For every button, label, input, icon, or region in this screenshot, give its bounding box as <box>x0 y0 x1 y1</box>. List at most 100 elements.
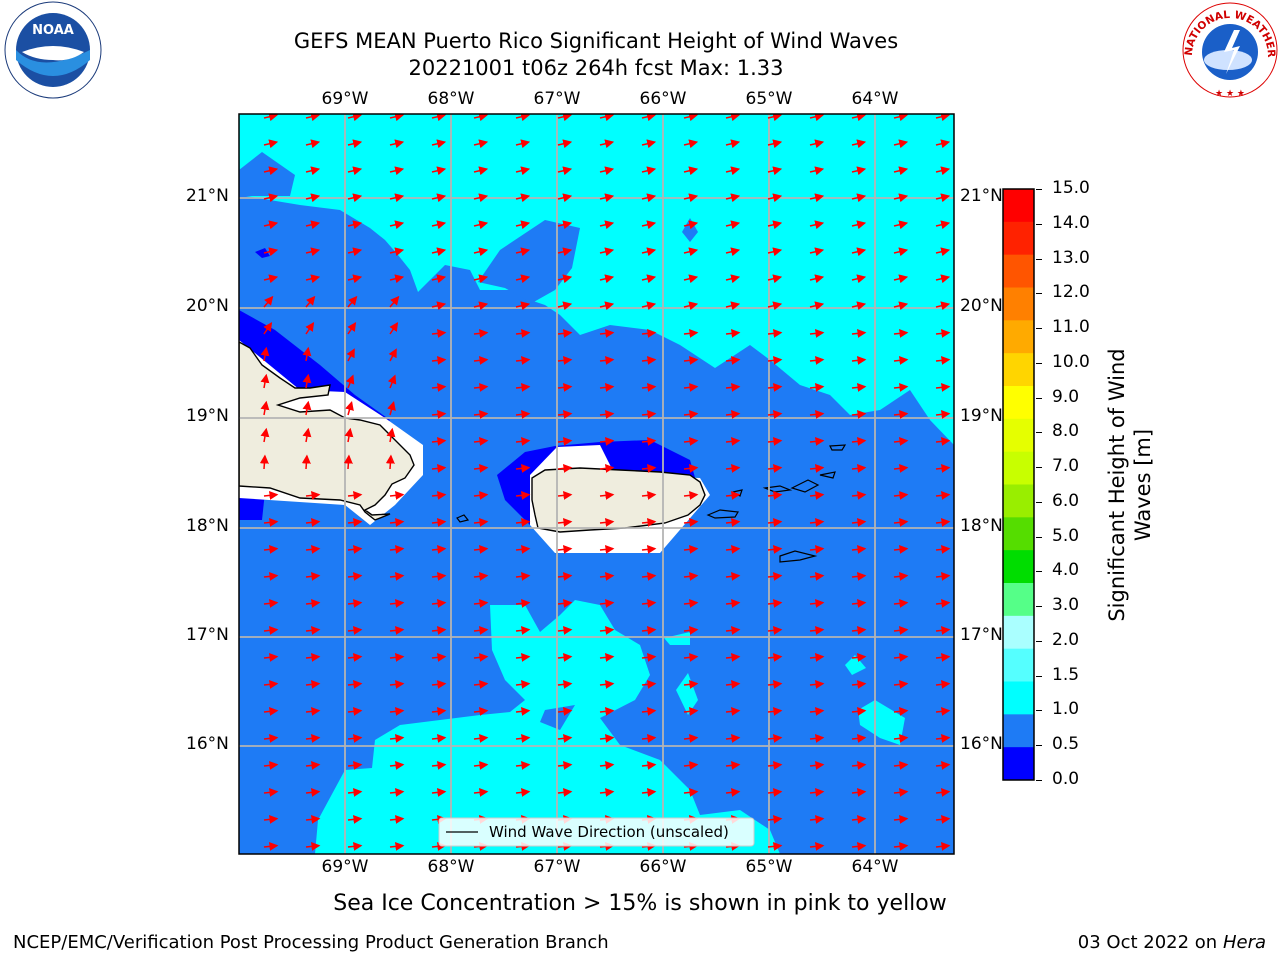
wind-wave-arrow <box>683 355 699 365</box>
colorbar-segment <box>1003 550 1034 584</box>
wind-wave-arrow <box>473 382 489 392</box>
wind-wave-arrow <box>851 841 867 851</box>
wind-wave-arrow <box>473 166 489 176</box>
wind-wave-arrow <box>473 598 489 608</box>
wind-wave-arrow <box>599 247 615 257</box>
wind-wave-arrow <box>767 733 783 743</box>
wind-wave-arrow <box>599 166 615 176</box>
wind-wave-arrow <box>893 301 909 311</box>
wind-wave-arrow <box>347 571 363 581</box>
wind-wave-arrow <box>641 760 657 770</box>
contour-spot-2 <box>664 632 690 645</box>
wind-wave-arrow <box>809 706 825 716</box>
wind-wave-arrow <box>851 625 867 635</box>
wind-wave-arrow <box>389 760 405 770</box>
colorbar-segment <box>1003 681 1034 715</box>
wind-wave-arrow <box>557 706 573 716</box>
lat-label-right-5: 17°N <box>960 625 1003 645</box>
lon-label-bottom-4: 66°W <box>639 857 687 877</box>
wind-wave-arrow <box>431 382 447 392</box>
wind-wave-arrow <box>599 490 615 500</box>
wind-wave-arrow <box>683 114 699 122</box>
wind-wave-arrow <box>893 114 909 122</box>
wind-wave-arrow <box>305 760 321 770</box>
wind-wave-arrow <box>893 706 909 716</box>
colorbar-tick-label: 1.5 <box>1052 664 1080 685</box>
wind-wave-arrow <box>431 193 447 203</box>
wind-wave-arrow <box>767 463 783 473</box>
wind-wave-arrow <box>557 436 573 446</box>
wind-wave-arrow <box>935 382 951 392</box>
lat-label-right-4: 18°N <box>960 516 1003 536</box>
wind-wave-arrow <box>809 247 825 257</box>
wind-wave-arrow <box>725 436 741 446</box>
wind-wave-arrow <box>347 625 363 635</box>
wind-wave-arrow <box>473 652 489 662</box>
wind-wave-arrow <box>599 220 615 230</box>
wind-wave-arrow <box>347 733 363 743</box>
wind-wave-arrow <box>347 652 363 662</box>
wind-wave-arrow <box>347 787 363 797</box>
wind-wave-arrow <box>767 544 783 554</box>
wind-wave-arrow <box>305 139 321 149</box>
wind-wave-arrow <box>473 517 489 527</box>
wind-wave-arrow <box>935 139 951 149</box>
wind-wave-arrow <box>515 625 531 635</box>
wind-wave-arrow <box>893 247 909 257</box>
wind-wave-arrow <box>557 625 573 635</box>
wind-wave-arrow <box>683 733 699 743</box>
wind-wave-arrow <box>809 625 825 635</box>
lat-label-left-1: 21°N <box>186 186 229 206</box>
colorbar-tick-label: 12.0 <box>1052 282 1090 303</box>
wind-wave-arrow <box>935 841 951 851</box>
wind-wave-arrow <box>473 733 489 743</box>
wind-wave-arrow <box>599 706 615 716</box>
colorbar-tick-mark <box>1036 293 1042 295</box>
wind-wave-arrow <box>263 544 279 554</box>
wind-wave-arrow <box>473 544 489 554</box>
wind-wave-arrow <box>893 787 909 797</box>
nws-logo: NATIONAL WEATHER SERVICE ★ ★ ★ <box>1178 0 1278 99</box>
wind-wave-arrow <box>725 193 741 203</box>
wind-wave-arrow <box>893 463 909 473</box>
wind-wave-arrow <box>641 328 657 338</box>
wind-wave-arrow <box>599 544 615 554</box>
wind-wave-arrow <box>557 787 573 797</box>
wind-wave-arrow <box>683 625 699 635</box>
wind-wave-arrow <box>935 787 951 797</box>
wind-wave-arrow <box>515 274 531 284</box>
wind-wave-arrow <box>599 436 615 446</box>
colorbar-tick-mark <box>1036 745 1042 747</box>
wind-wave-arrow <box>431 652 447 662</box>
wind-wave-arrow <box>263 841 279 851</box>
wind-wave-arrow <box>893 436 909 446</box>
wind-wave-arrow <box>431 301 447 311</box>
wind-wave-arrow <box>641 409 657 419</box>
wind-wave-arrow <box>851 247 867 257</box>
wind-wave-arrow <box>641 787 657 797</box>
wind-wave-arrow <box>431 139 447 149</box>
wind-wave-arrow <box>260 400 270 416</box>
wind-wave-arrow <box>767 814 783 824</box>
wind-wave-arrow <box>389 733 405 743</box>
wind-wave-arrow <box>641 463 657 473</box>
wind-wave-arrow <box>557 247 573 257</box>
wind-wave-arrow <box>557 463 573 473</box>
colorbar-tick-mark <box>1036 467 1042 469</box>
wind-wave-arrow <box>683 166 699 176</box>
wind-wave-arrow <box>431 598 447 608</box>
wind-wave-arrow <box>809 220 825 230</box>
wind-wave-arrow <box>347 247 363 257</box>
wind-wave-arrow <box>851 436 867 446</box>
wind-wave-arrow <box>851 517 867 527</box>
wind-wave-arrow <box>641 355 657 365</box>
wind-wave-arrow <box>935 733 951 743</box>
wind-wave-arrow <box>641 301 657 311</box>
wind-wave-arrow <box>725 463 741 473</box>
contour-spot-3 <box>676 673 698 715</box>
wind-wave-arrow <box>473 571 489 581</box>
wind-wave-arrow <box>389 598 405 608</box>
wind-wave-arrow <box>389 544 405 554</box>
wind-wave-arrow <box>767 490 783 500</box>
wind-wave-arrow <box>431 679 447 689</box>
